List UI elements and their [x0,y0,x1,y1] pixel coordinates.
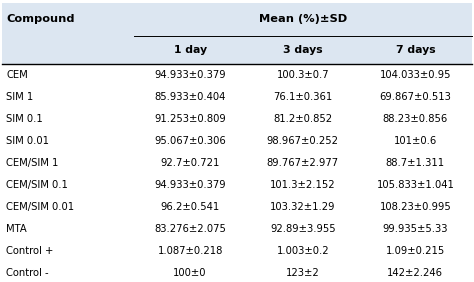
Bar [2,218,472,240]
Text: MTA: MTA [6,224,27,234]
Text: CEM: CEM [6,70,28,80]
Text: 1 day: 1 day [173,45,207,55]
Text: 91.253±0.809: 91.253±0.809 [154,114,226,124]
Text: CEM/SIM 1: CEM/SIM 1 [6,158,58,168]
Text: 1.087±0.218: 1.087±0.218 [157,246,223,256]
Text: 88.23±0.856: 88.23±0.856 [383,114,448,124]
Text: 89.767±2.977: 89.767±2.977 [267,158,339,168]
Text: 88.7±1.311: 88.7±1.311 [386,158,445,168]
Text: 103.32±1.29: 103.32±1.29 [270,202,336,212]
Text: 81.2±0.852: 81.2±0.852 [273,114,332,124]
Bar [2,152,472,174]
Text: 85.933±0.404: 85.933±0.404 [155,92,226,102]
Bar [2,64,472,86]
Text: 101±0.6: 101±0.6 [394,136,437,146]
Text: 7 days: 7 days [395,45,435,55]
Bar [2,130,472,152]
Text: 123±2: 123±2 [286,268,319,278]
Text: 95.067±0.306: 95.067±0.306 [154,136,226,146]
Text: 1.003±0.2: 1.003±0.2 [276,246,329,256]
Text: 99.935±5.33: 99.935±5.33 [383,224,448,234]
Text: 92.7±0.721: 92.7±0.721 [160,158,220,168]
Text: Mean (%)±SD: Mean (%)±SD [259,14,347,25]
Bar [2,196,472,218]
Text: 96.2±0.541: 96.2±0.541 [160,202,219,212]
Text: 100±0: 100±0 [173,268,207,278]
Text: 69.867±0.513: 69.867±0.513 [379,92,451,102]
Bar [2,174,472,196]
Bar [2,3,472,36]
Text: SIM 0.1: SIM 0.1 [6,114,43,124]
Text: 100.3±0.7: 100.3±0.7 [276,70,329,80]
Text: 101.3±2.152: 101.3±2.152 [270,180,336,190]
Bar [2,86,472,108]
Text: Compound: Compound [6,14,75,25]
Text: SIM 0.01: SIM 0.01 [6,136,49,146]
Text: 76.1±0.361: 76.1±0.361 [273,92,332,102]
Text: 105.833±1.041: 105.833±1.041 [376,180,454,190]
Text: 3 days: 3 days [283,45,322,55]
Bar [2,240,472,262]
Text: 83.276±2.075: 83.276±2.075 [154,224,226,234]
Bar [2,36,472,64]
Text: 1.09±0.215: 1.09±0.215 [386,246,445,256]
Text: Control -: Control - [6,268,49,278]
Text: 98.967±0.252: 98.967±0.252 [267,136,339,146]
Text: 92.89±3.955: 92.89±3.955 [270,224,336,234]
Text: 94.933±0.379: 94.933±0.379 [154,70,226,80]
Text: CEM/SIM 0.01: CEM/SIM 0.01 [6,202,74,212]
Text: CEM/SIM 0.1: CEM/SIM 0.1 [6,180,68,190]
Text: 104.033±0.95: 104.033±0.95 [380,70,451,80]
Bar [2,262,472,282]
Text: 108.23±0.995: 108.23±0.995 [380,202,451,212]
Bar [2,108,472,130]
Text: 94.933±0.379: 94.933±0.379 [154,180,226,190]
Text: Control +: Control + [6,246,54,256]
Text: SIM 1: SIM 1 [6,92,33,102]
Text: 142±2.246: 142±2.246 [387,268,443,278]
